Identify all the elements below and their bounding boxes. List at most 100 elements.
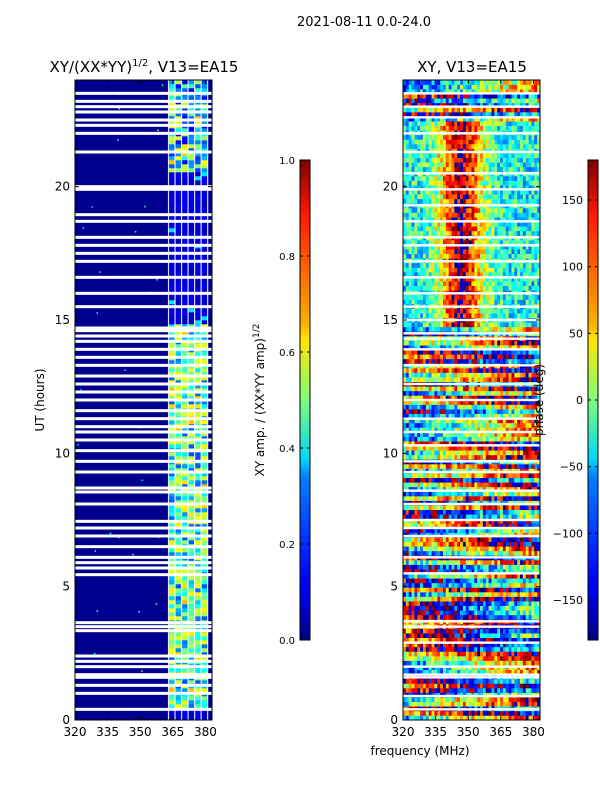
amp-cell <box>175 96 182 101</box>
phase-cell <box>508 715 512 721</box>
phase-cell <box>440 715 444 721</box>
phase-cell <box>468 578 472 584</box>
phase-cell <box>417 633 421 639</box>
phase-cell <box>451 541 455 547</box>
phase-cell <box>465 436 469 442</box>
phase-cell <box>465 482 469 488</box>
phase-cell <box>457 697 461 703</box>
phase-cell <box>531 605 535 611</box>
phase-cell <box>411 541 415 547</box>
phase-cell <box>454 372 458 378</box>
phase-cell <box>422 400 427 405</box>
phase-cell <box>500 477 504 483</box>
phase-cell <box>477 546 481 552</box>
amp-cell <box>188 688 195 693</box>
amp-cell <box>194 256 202 261</box>
amp-cell <box>194 268 202 273</box>
amp-speckle <box>156 278 158 281</box>
phase-cell <box>511 669 515 675</box>
phase-cell <box>440 646 444 652</box>
phase-cell <box>471 710 475 716</box>
phase-cell <box>465 477 469 483</box>
phase-cell <box>531 400 535 405</box>
phase-cell <box>471 573 475 579</box>
phase-cell <box>482 537 487 543</box>
phase-cell <box>425 610 429 616</box>
phase-cell <box>491 550 495 556</box>
phase-cell <box>471 486 475 492</box>
phase-cell <box>520 528 524 533</box>
amp-cell <box>181 140 189 145</box>
phase-cell <box>403 454 407 460</box>
phase-cell <box>514 454 518 460</box>
amp-cell <box>201 704 208 709</box>
phase-cell <box>425 651 429 657</box>
phase-cell <box>480 450 484 456</box>
phase-cell <box>497 422 501 428</box>
phase-cell <box>534 413 538 419</box>
phase-cell <box>474 637 478 643</box>
phase-cell <box>422 518 427 524</box>
phase-cell <box>448 491 452 497</box>
phase-cell <box>462 496 467 501</box>
phase-cell <box>517 592 521 597</box>
amp-cell <box>201 324 208 329</box>
phase-cell <box>477 505 481 511</box>
phase-cell <box>405 368 410 373</box>
phase-cell <box>511 422 515 428</box>
phase-cell <box>517 541 521 547</box>
phase-cell <box>480 697 484 703</box>
phase-cell <box>471 669 475 675</box>
amp-cell <box>194 136 202 141</box>
phase-cell <box>508 601 512 607</box>
phase-cell <box>494 372 498 378</box>
phase-cell <box>437 605 441 611</box>
amp-cell <box>201 160 208 165</box>
phase-cell <box>482 560 487 565</box>
phase-cell <box>514 496 518 501</box>
amp-flag-band <box>75 363 212 367</box>
phase-cell <box>408 441 412 447</box>
phase-cell <box>462 422 467 428</box>
phase-cell <box>440 505 444 511</box>
phase-cell <box>502 400 507 405</box>
amp-cell <box>201 512 208 517</box>
phase-cell <box>422 637 427 643</box>
phase-cell <box>505 505 509 511</box>
phase-cell <box>505 358 509 364</box>
amp-cell <box>181 296 189 301</box>
amp-cell <box>175 196 182 201</box>
phase-cell <box>514 564 518 570</box>
phase-cell <box>528 596 532 602</box>
amp-cell <box>175 432 182 437</box>
phase-cell <box>442 614 447 620</box>
phase-cell <box>417 349 421 355</box>
phase-cell <box>500 358 504 364</box>
amp-cell <box>181 632 189 637</box>
phase-cell <box>517 637 521 643</box>
phase-cell <box>520 473 524 479</box>
phase-cell <box>485 637 489 643</box>
phase-cell <box>517 486 521 492</box>
phase-cell <box>494 358 498 364</box>
phase-cell <box>494 377 498 383</box>
phase-cell <box>460 496 464 501</box>
phase-cell <box>425 482 429 488</box>
phase-cell <box>408 688 412 693</box>
phase-cell <box>434 701 438 707</box>
phase-cell <box>408 601 412 607</box>
phase-cell <box>411 436 415 442</box>
amp-cell <box>181 120 189 125</box>
phase-cell <box>405 418 410 424</box>
phase-cell <box>422 354 427 360</box>
phase-cell <box>437 610 441 616</box>
amp-cell <box>181 616 189 621</box>
phase-cell <box>514 596 518 602</box>
phase-cell <box>462 715 467 721</box>
phase-cell <box>422 669 427 675</box>
phase-cell <box>508 592 512 597</box>
phase-cell <box>537 633 541 639</box>
phase-cell <box>425 464 429 469</box>
phase-cell <box>465 441 469 447</box>
phase-cell <box>508 537 512 543</box>
